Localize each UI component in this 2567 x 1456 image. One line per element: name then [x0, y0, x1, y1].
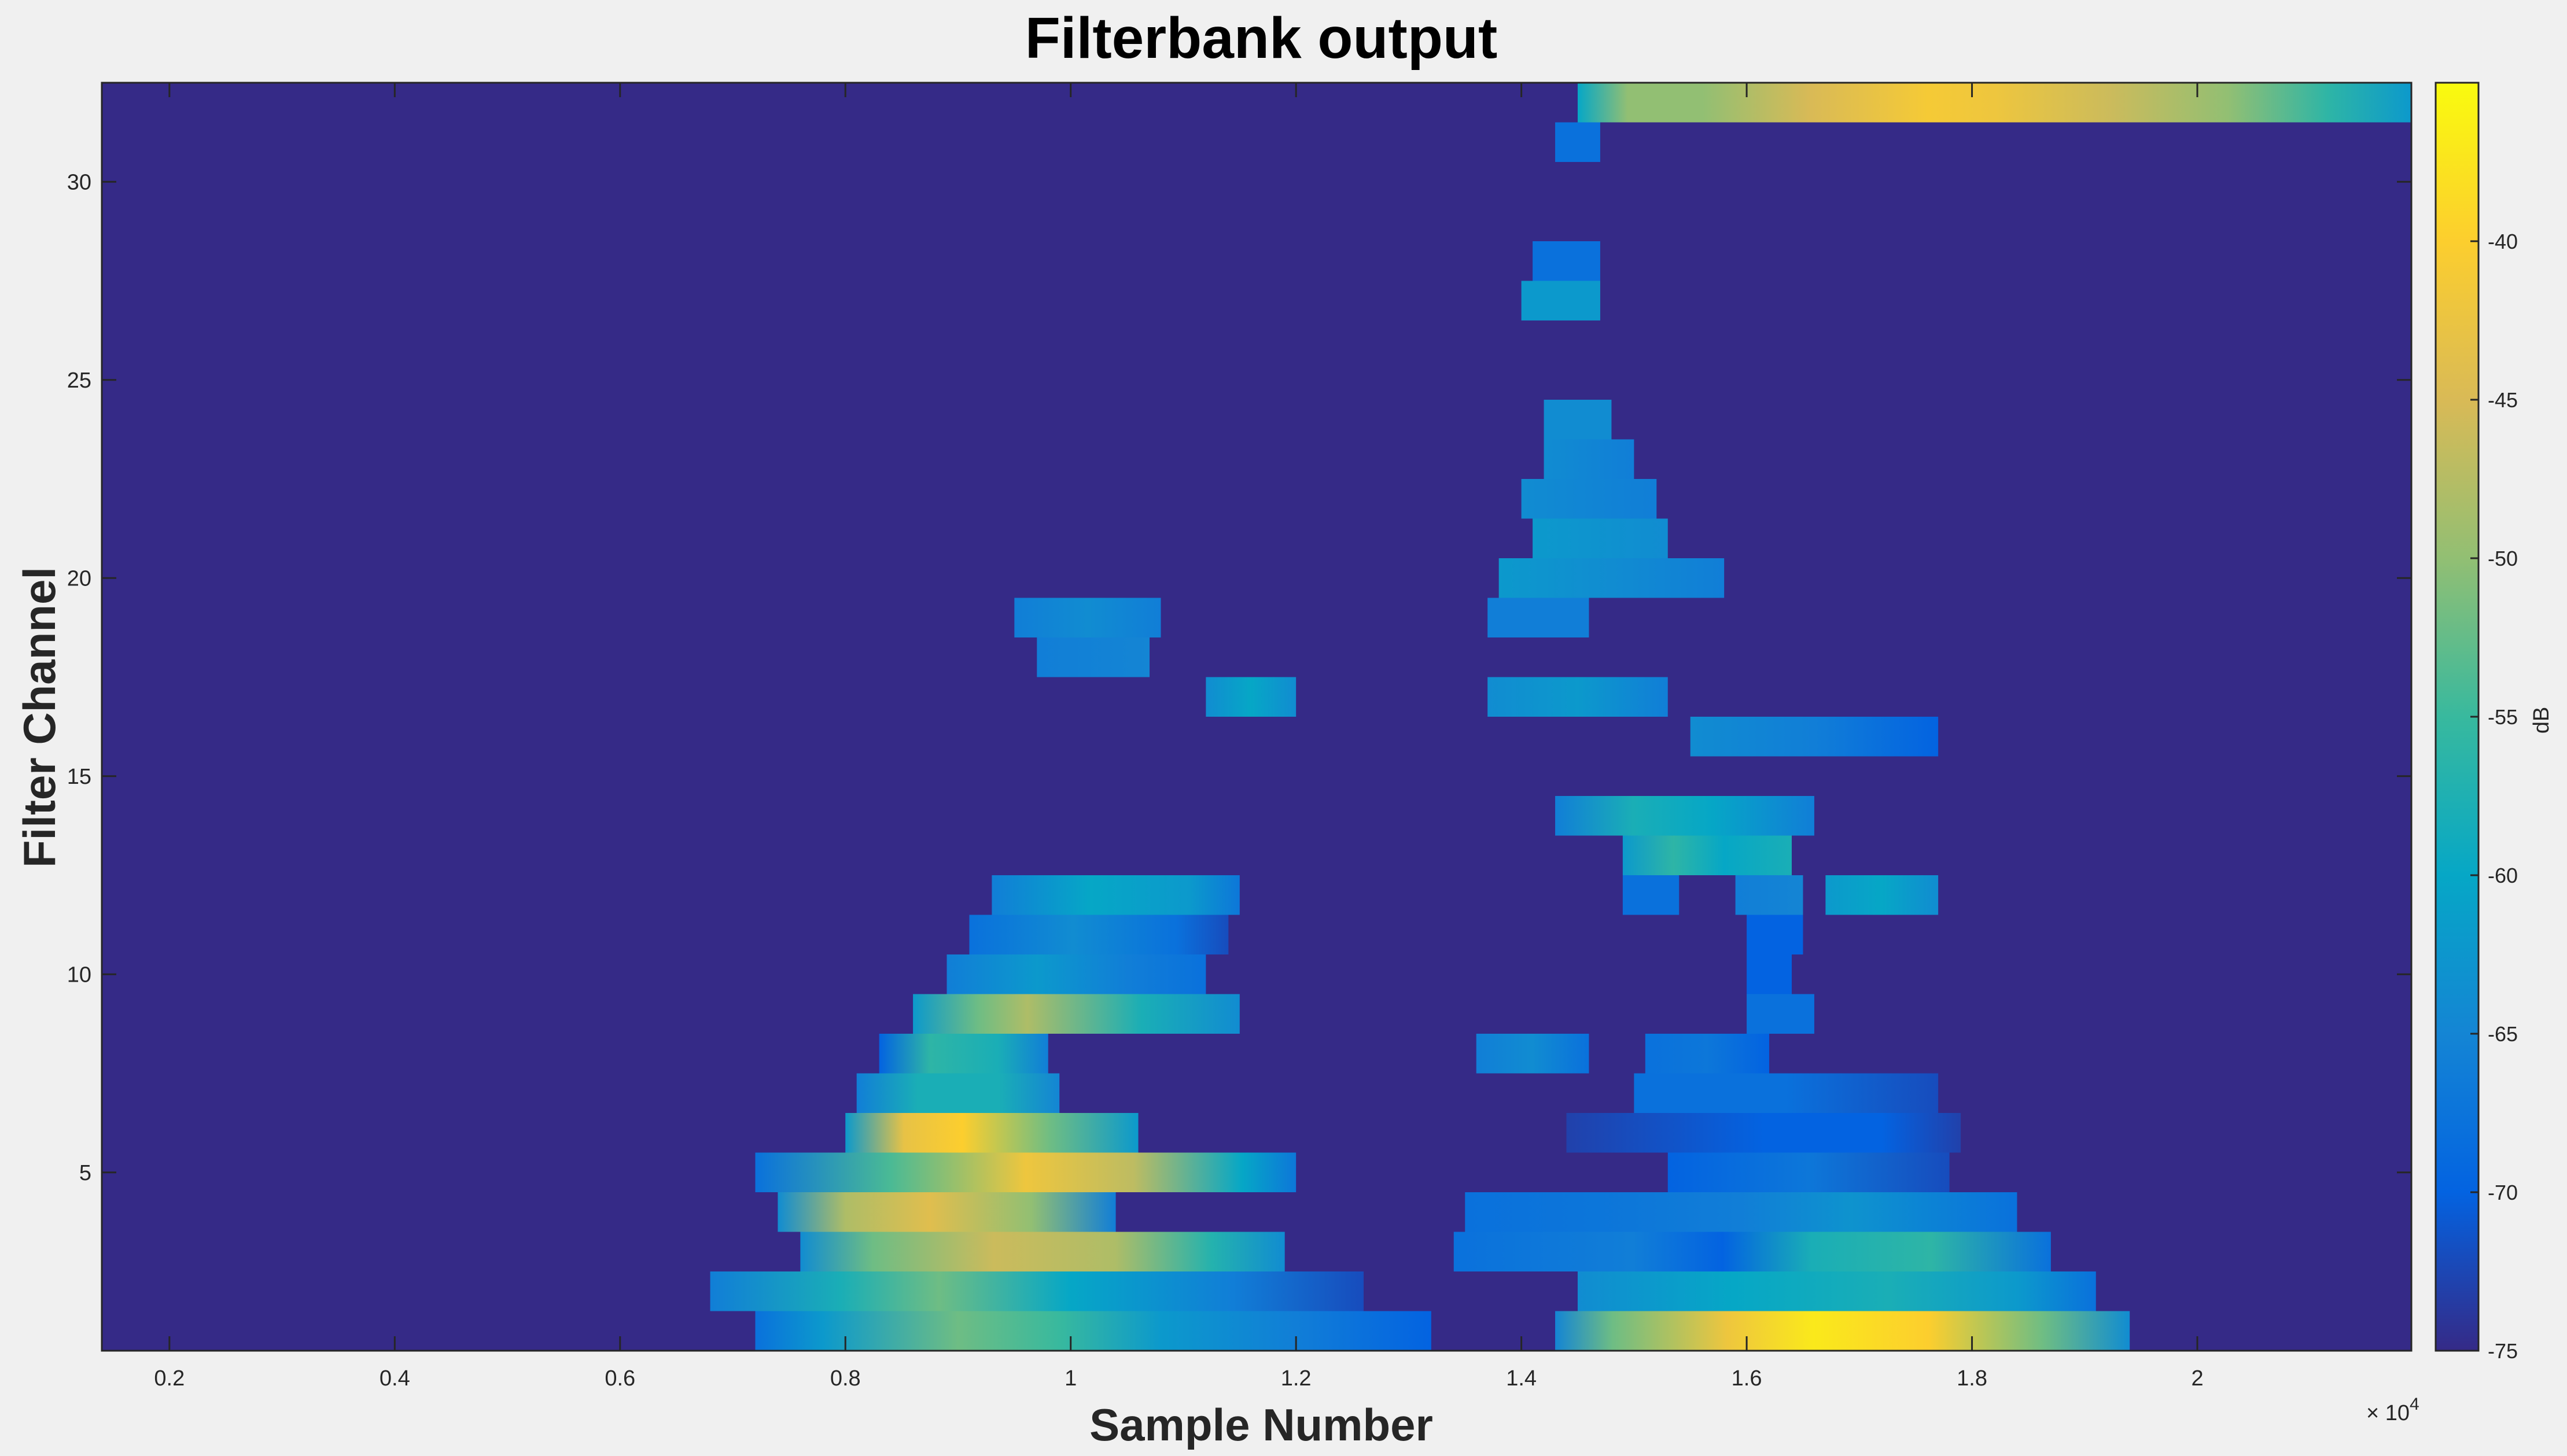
heat-cell: [755, 1311, 1431, 1351]
heat-cell: [1577, 1271, 2096, 1311]
heat-cell: [1645, 1034, 1770, 1074]
x-tick-label: 0.6: [605, 1366, 635, 1391]
x-tick-label: 1.2: [1281, 1366, 1312, 1391]
colorbar-label: dB: [2529, 707, 2554, 733]
heat-cell: [1566, 1113, 1961, 1153]
heat-cell: [710, 1271, 1364, 1311]
heat-cell: [1555, 122, 1600, 162]
heat-cell: [845, 1113, 1139, 1153]
y-tick-label: 15: [67, 765, 91, 789]
colorbar-tick-label: -75: [2488, 1339, 2518, 1363]
chart-title: Filterbank output: [1025, 6, 1498, 71]
heat-cell: [913, 994, 1240, 1034]
heat-cell: [1747, 954, 1792, 994]
x-tick-label: 1: [1065, 1366, 1077, 1391]
colorbar-tick-label: -40: [2488, 230, 2518, 253]
y-axis: 5 10 15 20 25 30: [67, 170, 2411, 1185]
x-exponent-base: × 10: [2366, 1401, 2410, 1425]
heat-cell: [1544, 400, 1612, 440]
x-axis: 0.2 0.4 0.6 0.8 1 1.2 1.4 1.6 1.8 2: [154, 83, 2204, 1391]
y-tick-label: 20: [67, 566, 91, 591]
x-tick-label: 0.8: [830, 1366, 861, 1391]
heat-cell: [1622, 875, 1680, 915]
colorbar-tick-label: -70: [2488, 1181, 2518, 1204]
heat-cell: [1555, 1311, 2130, 1351]
heat-cell: [1690, 717, 1939, 757]
heat-cell: [1498, 558, 1725, 598]
plot-frame: [101, 82, 2413, 1352]
heat-cell: [1622, 835, 1792, 875]
heat-cell: [778, 1192, 1116, 1232]
heat-cell: [1825, 875, 1939, 915]
heat-cell: [800, 1232, 1285, 1271]
heat-cell: [1555, 796, 1814, 836]
x-axis-exponent: × 104: [2366, 1395, 2419, 1425]
heat-cell: [1747, 915, 1803, 954]
y-tick-label: 30: [67, 170, 91, 194]
heat-cell: [1014, 598, 1161, 637]
x-axis-label: Sample Number: [1089, 1399, 1433, 1450]
y-tick-label: 5: [79, 1161, 91, 1185]
heat-cell: [1667, 1152, 1950, 1192]
heat-cell: [946, 954, 1206, 994]
heat-cell: [1521, 479, 1657, 519]
x-tick-label: 1.6: [1732, 1366, 1762, 1391]
x-tick-label: 1.4: [1506, 1366, 1537, 1391]
colorbar-tick-label: -45: [2488, 388, 2518, 412]
colorbar: -75 -70 -65 -60 -55 -50 -45 -40: [2435, 82, 2518, 1363]
x-tick-label: 1.8: [1957, 1366, 1987, 1391]
y-axis-label: Filter Channel: [14, 567, 65, 868]
x-tick-label: 2: [2191, 1366, 2203, 1391]
plot-area: [101, 82, 2413, 1352]
colorbar-tick-label: -55: [2488, 705, 2518, 729]
x-exponent-power: 4: [2410, 1395, 2419, 1414]
colorbar-tick-label: -60: [2488, 864, 2518, 887]
heat-cell: [1206, 677, 1297, 717]
heat-cell: [992, 875, 1240, 915]
colorbar-tick-label: -65: [2488, 1022, 2518, 1046]
heat-cell: [1453, 1232, 2051, 1271]
heat-cell: [1465, 1192, 2017, 1232]
heat-cell: [1037, 637, 1150, 677]
heat-cell: [1533, 241, 1600, 281]
heat-cell: [1487, 598, 1589, 637]
heat-cell: [1577, 83, 2411, 123]
heat-cell: [1747, 994, 1814, 1034]
heat-cell: [856, 1073, 1060, 1113]
colorbar-tick-label: -50: [2488, 547, 2518, 570]
heat-cell: [1544, 439, 1634, 479]
heat-cell: [1634, 1073, 1939, 1113]
heat-cell: [879, 1034, 1048, 1074]
x-tick-label: 0.4: [380, 1366, 410, 1391]
heat-cell: [1735, 875, 1803, 915]
heat-cell: [969, 915, 1229, 954]
heat-cell: [1487, 677, 1668, 717]
x-tick-label: 0.2: [154, 1366, 185, 1391]
heat-cell: [1476, 1034, 1589, 1074]
y-tick-label: 10: [67, 963, 91, 987]
y-tick-label: 25: [67, 368, 91, 393]
heat-cell: [755, 1152, 1297, 1192]
heat-cell: [1533, 518, 1668, 558]
heat-cell: [1521, 281, 1600, 320]
